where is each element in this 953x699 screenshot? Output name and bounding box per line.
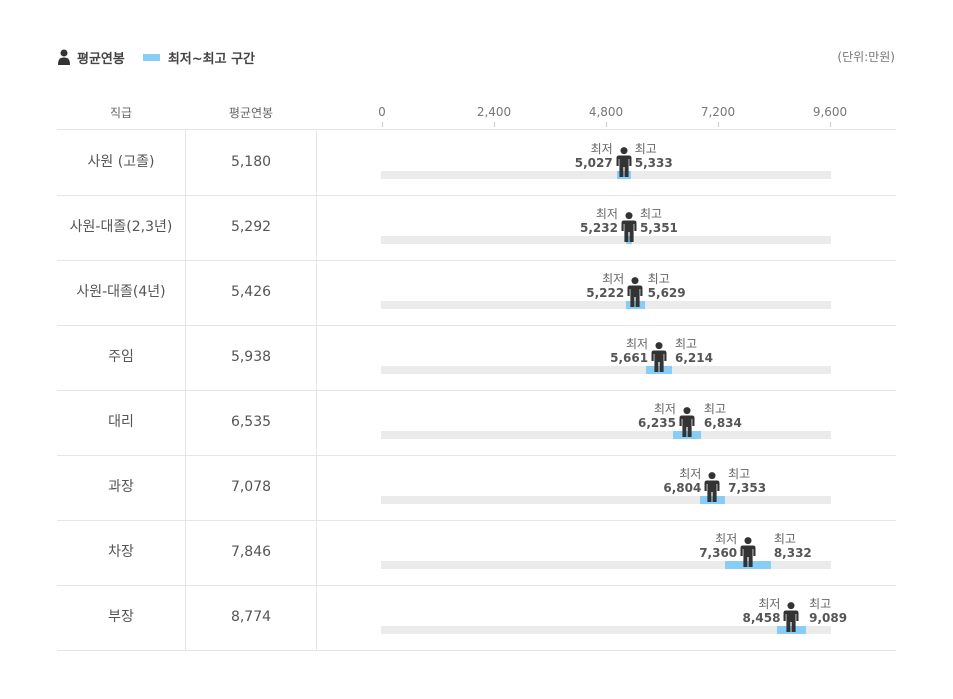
salary-range-bar: [776, 626, 807, 634]
table-top-divider: [57, 129, 896, 130]
grade-cell: 대리: [57, 390, 186, 455]
avg-cell: 7,078: [186, 455, 317, 520]
person-icon: [58, 49, 70, 65]
min-label: 최저: [590, 142, 613, 156]
grade-cell: 주임: [57, 325, 186, 390]
x-tick-mark: [830, 122, 831, 127]
grade-cell: 차장: [57, 520, 186, 585]
x-tick-mark: [718, 122, 719, 127]
avg-salary-person-icon: [679, 407, 695, 437]
range-track: [381, 236, 831, 244]
avg-cell: 5,938: [186, 325, 317, 390]
avg-cell: 5,292: [186, 195, 317, 260]
range-swatch-icon: [142, 53, 160, 61]
min-label: 최저: [715, 532, 738, 546]
header-grade: 직급: [109, 106, 133, 120]
max-value-label: 8,332: [773, 546, 812, 560]
min-label: 최저: [602, 272, 625, 286]
header-avg: 평균연봉: [228, 106, 274, 120]
max-value-label: 5,333: [634, 156, 673, 170]
x-tick-label: 4,800: [588, 105, 624, 119]
min-label: 최저: [758, 597, 781, 611]
table-row: 사원 (고졸) 5,180 최저 5,027 최고 5,333: [57, 130, 896, 196]
salary-range-bar: [625, 301, 645, 309]
legend: 평균연봉 최저~최고 구간: [57, 47, 255, 67]
range-track: [381, 626, 831, 634]
avg-cell: 8,774: [186, 585, 317, 650]
max-label: 최고: [639, 207, 663, 221]
avg-cell: 5,426: [186, 260, 317, 325]
salary-range-bar: [672, 431, 701, 439]
salary-range-bar: [699, 496, 726, 504]
min-label: 최저: [653, 402, 676, 416]
avg-salary-person-icon: [627, 277, 643, 307]
table-row: 대리 6,535 최저 6,235 최고 6,834: [57, 390, 896, 456]
avg-cell: 7,846: [186, 520, 317, 585]
salary-range-bar: [646, 366, 672, 374]
x-tick-label: 0: [378, 105, 386, 119]
avg-salary-person-icon: [651, 342, 667, 372]
salary-range-bar: [725, 561, 771, 569]
min-value-label: 5,222: [586, 286, 625, 300]
max-value-label: 5,629: [647, 286, 686, 300]
salary-range-bar: [626, 236, 632, 244]
min-value-label: 5,027: [574, 156, 613, 170]
table-row: 사원-대졸(4년) 5,426 최저 5,222 최고 5,629: [57, 260, 896, 326]
max-value-label: 6,834: [703, 416, 742, 430]
max-label: 최고: [674, 337, 698, 351]
max-label: 최고: [647, 272, 670, 286]
avg-salary-person-icon: [616, 147, 632, 177]
range-track: [381, 496, 831, 504]
range-track: [381, 561, 831, 569]
legend-range-label: 최저~최고 구간: [167, 51, 256, 67]
table-row: 사원-대졸(2,3년) 5,292 최저 5,232 최고 5,351: [57, 195, 896, 261]
max-label: 최고: [703, 402, 726, 416]
range-track: [381, 431, 831, 439]
max-value-label: 6,214: [674, 351, 713, 365]
avg-salary-person-icon: [783, 602, 799, 632]
x-tick-mark: [382, 122, 383, 127]
max-label: 최고: [728, 467, 751, 481]
grade-cell: 사원 (고졸): [57, 130, 186, 195]
table-row: 주임 5,938 최저 5,661 최고 6,214: [57, 325, 896, 391]
min-value-label: 5,232: [580, 221, 618, 235]
table-row: 차장 7,846 최저 7,360 최고 8,332: [57, 520, 896, 586]
min-label: 최저: [595, 207, 618, 221]
min-label: 최저: [626, 337, 649, 351]
max-label: 최고: [809, 597, 832, 611]
min-value-label: 8,458: [742, 611, 781, 625]
grade-cell: 부장: [57, 585, 186, 650]
avg-salary-person-icon: [621, 212, 637, 242]
grade-cell: 사원-대졸(4년): [57, 260, 186, 325]
min-value-label: 6,804: [663, 481, 702, 495]
table-row: 과장 7,078 최저 6,804 최고 7,353: [57, 455, 896, 521]
min-value-label: 6,235: [638, 416, 676, 430]
range-track: [381, 171, 831, 179]
x-tick-mark: [494, 122, 495, 127]
max-value-label: 7,353: [728, 481, 767, 495]
min-label: 최저: [679, 467, 702, 481]
max-value-label: 5,351: [639, 221, 678, 235]
avg-salary-person-icon: [740, 537, 756, 567]
max-value-label: 9,089: [809, 611, 848, 625]
avg-cell: 5,180: [186, 130, 317, 195]
max-label: 최고: [773, 532, 796, 546]
x-tick-mark: [606, 122, 607, 127]
x-tick-label: 7,200: [700, 105, 736, 119]
x-tick-label: 2,400: [476, 105, 512, 119]
grade-cell: 사원-대졸(2,3년): [57, 195, 186, 260]
table-row: 부장 8,774 최저 8,458 최고 9,089: [57, 585, 896, 651]
avg-salary-person-icon: [704, 472, 720, 502]
legend-avg-label: 평균연봉: [77, 51, 125, 67]
range-track: [381, 366, 831, 374]
salary-range-bar: [616, 171, 631, 179]
min-value-label: 5,661: [610, 351, 649, 365]
grade-cell: 과장: [57, 455, 186, 520]
x-tick-label: 9,600: [812, 105, 848, 119]
unit-label: (단위:만원): [837, 50, 895, 64]
range-track: [381, 301, 831, 309]
min-value-label: 7,360: [699, 546, 738, 560]
avg-cell: 6,535: [186, 390, 317, 455]
max-label: 최고: [634, 142, 657, 156]
